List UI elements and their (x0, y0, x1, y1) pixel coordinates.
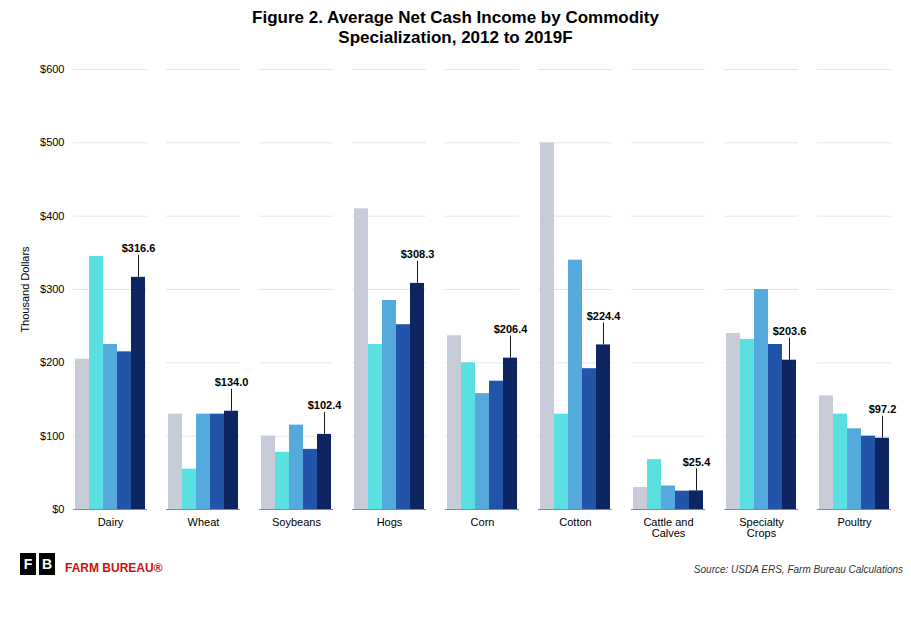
svg-text:$316.6: $316.6 (122, 242, 156, 254)
html-text:B: B (41, 555, 53, 572)
svg-text:$300: $300 (40, 283, 64, 295)
svg-text:$102.4: $102.4 (308, 399, 343, 411)
svg-text:$100: $100 (40, 429, 64, 441)
svg-text:Cotton: Cotton (559, 516, 591, 528)
html-text:F: F (23, 555, 33, 572)
svg-text:$200: $200 (40, 356, 64, 368)
svg-text:$600: $600 (40, 63, 64, 75)
html-text:Source: USDA ERS, Farm Bureau: Source: USDA ERS, Farm Bureau Calculatio… (693, 563, 903, 575)
svg-text:$0: $0 (52, 503, 64, 515)
svg-text:SpecialtyCrops: SpecialtyCrops (739, 516, 784, 539)
svg-text:$134.0: $134.0 (215, 376, 249, 388)
svg-text:$206.4: $206.4 (494, 323, 529, 335)
svg-text:Corn: Corn (471, 516, 495, 528)
svg-text:$500: $500 (40, 136, 64, 148)
svg-text:$203.6: $203.6 (773, 325, 807, 337)
html-text:FARM BUREAU®: FARM BUREAU® (65, 560, 163, 575)
svg-text:Hogs: Hogs (377, 516, 403, 528)
svg-text:$400: $400 (40, 209, 64, 221)
svg-text:Soybeans: Soybeans (272, 516, 321, 528)
svg-text:$224.4: $224.4 (587, 310, 622, 322)
svg-text:$97.2: $97.2 (869, 403, 897, 415)
svg-text:Wheat: Wheat (188, 516, 220, 528)
svg-text:Dairy: Dairy (98, 516, 124, 528)
svg-text:Thousand Dollars: Thousand Dollars (19, 246, 31, 333)
svg-text:Cattle andCalves: Cattle andCalves (643, 516, 693, 539)
svg-text:$308.3: $308.3 (401, 248, 435, 260)
svg-text:Poultry: Poultry (837, 516, 872, 528)
html-text:Figure 2. Average Net Cash Inc: Figure 2. Average Net Cash Income by Com… (252, 8, 659, 48)
svg-text:$25.4: $25.4 (683, 456, 711, 468)
